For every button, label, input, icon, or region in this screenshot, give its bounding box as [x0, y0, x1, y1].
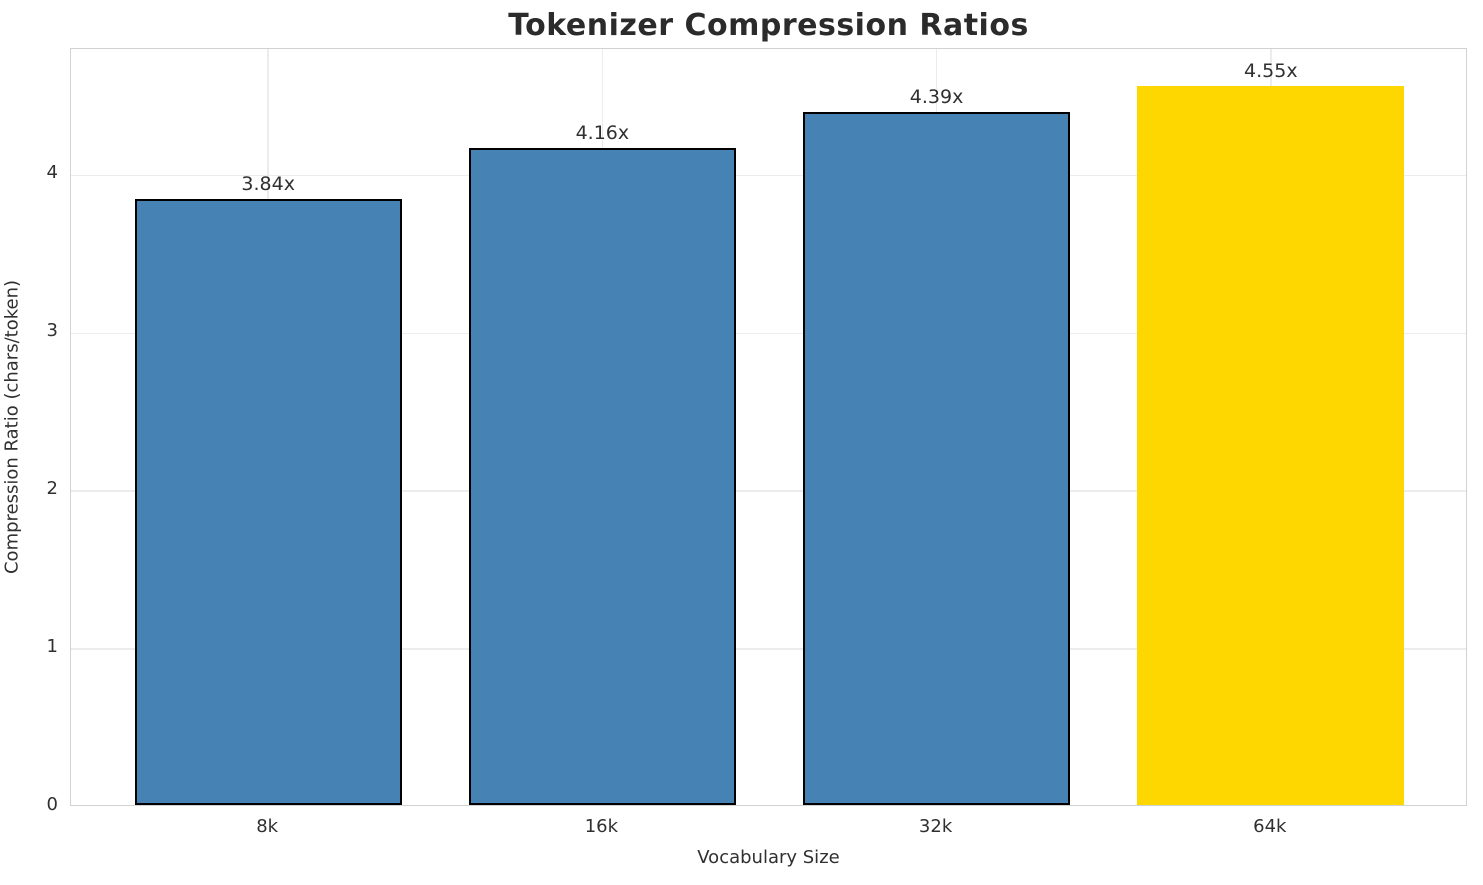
gridline-h [71, 332, 1466, 334]
y-axis-title: Compression Ratio (chars/token) [1, 279, 23, 575]
bar-value-label: 4.16x [575, 122, 630, 145]
gridline-h [71, 648, 1466, 650]
y-tick-label: 0 [46, 794, 58, 815]
bar-32k [802, 111, 1071, 805]
x-tick-label: 32k [918, 816, 953, 837]
bar-value-label: 4.39x [909, 85, 964, 108]
bar-16k [468, 148, 737, 805]
x-tick-label: 16k [584, 816, 619, 837]
y-tick-label: 3 [46, 320, 58, 342]
x-tick-label: 8k [256, 816, 279, 837]
chart-title: Tokenizer Compression Ratios [508, 8, 1029, 43]
x-axis-title: Vocabulary Size [697, 847, 840, 868]
plot-area: 3.84x 4.16x 4.39x 4.55x [70, 48, 1467, 806]
x-tick-label: 64k [1253, 816, 1287, 837]
gridline-h [71, 174, 1466, 177]
y-tick-label: 2 [46, 478, 58, 500]
bar-8k [134, 198, 402, 805]
bar-value-label: 4.55x [1244, 60, 1298, 83]
gridline-h [71, 490, 1466, 492]
y-tick-label: 4 [46, 162, 58, 184]
bar-value-label: 3.84x [241, 172, 295, 195]
y-tick-label: 1 [46, 636, 58, 658]
bar-64k [1137, 86, 1405, 805]
